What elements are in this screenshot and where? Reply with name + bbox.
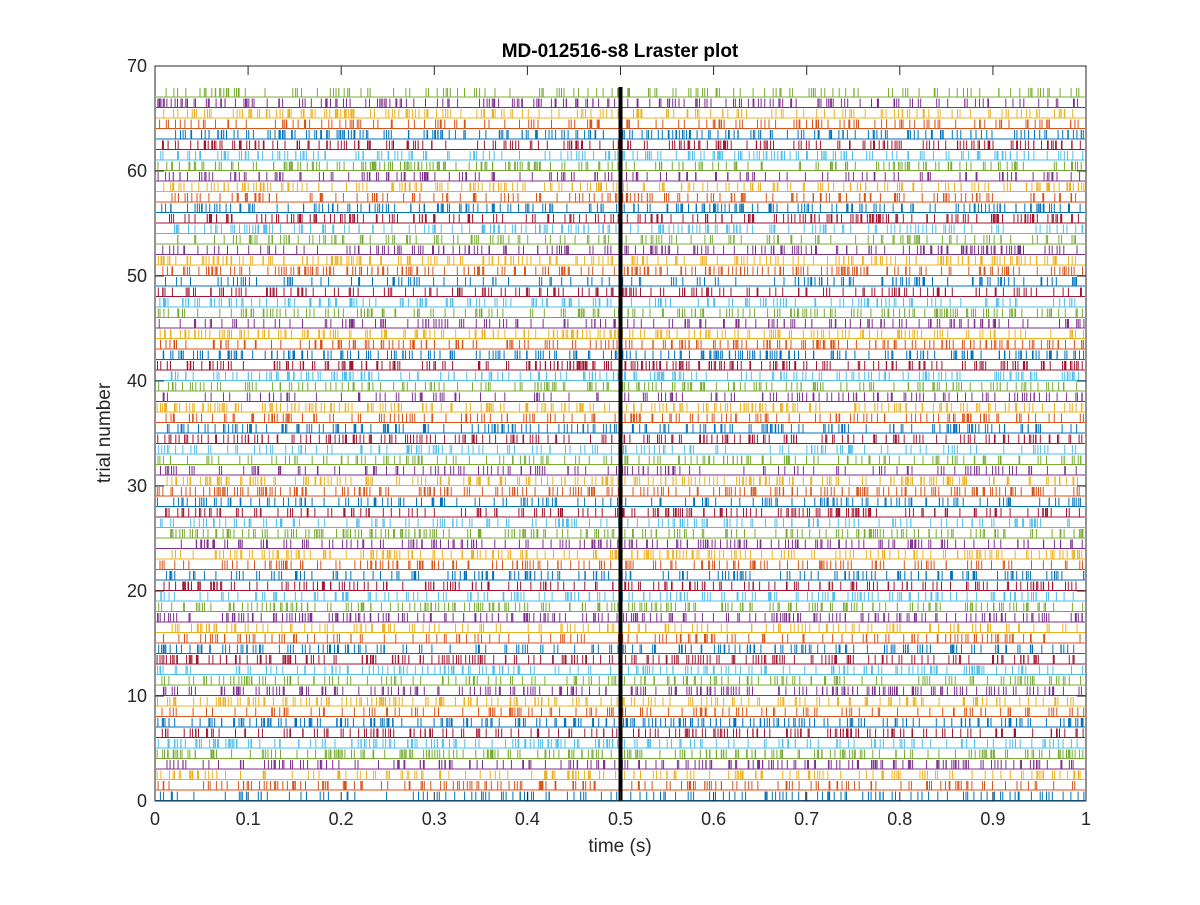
spike-ticks [162,266,1083,276]
spike-ticks [171,623,1078,633]
x-tick-label: 0.3 [422,809,447,829]
spike-ticks [157,665,1083,675]
spike-ticks [162,245,1078,255]
y-tick-label: 30 [127,476,147,496]
spike-ticks [169,214,1079,224]
spike-ticks [162,686,1082,696]
spike-ticks [159,560,1083,570]
y-tick-label: 60 [127,161,147,181]
spike-ticks [159,791,1085,801]
spike-ticks [165,508,1080,518]
x-tick-label: 0.4 [515,809,540,829]
spike-ticks [159,119,1079,129]
spike-ticks [158,445,1077,455]
trial-row [156,413,1085,423]
spike-ticks [158,319,1085,329]
spike-ticks [165,88,1080,98]
spike-ticks [156,770,1081,780]
spike-ticks [157,361,1083,371]
spike-ticks [159,329,1084,339]
spike-ticks [160,592,1074,602]
spike-ticks [165,277,1077,287]
y-tick-label: 70 [127,56,147,76]
spike-ticks [180,539,1083,549]
spike-ticks [157,161,1082,171]
spike-ticks [171,550,1083,560]
spike-ticks [165,413,1084,423]
x-tick-label: 0.6 [701,809,726,829]
spike-ticks [161,676,1082,686]
spike-ticks [162,634,1081,644]
x-tick-label: 0.5 [608,809,633,829]
spike-ticks [157,739,1078,749]
y-tick-label: 40 [127,371,147,391]
y-tick-label: 20 [127,581,147,601]
spike-ticks [166,760,1074,770]
spike-ticks [166,424,1078,434]
spike-ticks [171,193,1077,203]
spike-ticks [166,476,1079,486]
x-tick-label: 0.9 [980,809,1005,829]
spike-ticks [159,298,1076,308]
spike-ticks [157,697,1074,707]
spike-ticks [157,434,1083,444]
spike-ticks [158,644,1075,654]
spike-ticks [161,707,1085,717]
spike-ticks [163,581,1077,591]
spike-ticks [160,151,1084,161]
spike-ticks [156,497,1081,507]
y-tick-label: 10 [127,686,147,706]
spike-ticks [161,728,1084,738]
x-tick-label: 0.8 [887,809,912,829]
chart-title: MD-012516-s8 Lraster plot [502,41,739,62]
spike-ticks [163,182,1085,192]
spike-ticks [174,224,1084,234]
x-tick-label: 0.7 [794,809,819,829]
spike-ticks [156,487,1080,497]
x-tick-label: 1 [1081,809,1091,829]
spike-ticks [157,98,1079,108]
x-tick-label: 0.1 [236,809,261,829]
spike-ticks [160,466,1077,476]
spike-ticks [156,403,1083,413]
spike-ticks [162,350,1085,360]
y-tick-label: 0 [137,791,147,811]
y-tick-label: 50 [127,266,147,286]
spike-ticks [158,602,1084,612]
spike-ticks [165,571,1085,581]
spike-ticks [163,109,1074,119]
ticks-layer: 0 0.1 0.2 0.3 0.4 0.5 0.6 0.7 0.8 0.9 101020304050… [127,56,1091,829]
x-tick-label: 0.2 [329,809,354,829]
spike-ticks [156,655,1075,665]
spike-ticks [157,172,1081,182]
spike-ticks [170,371,1080,381]
spike-ticks [157,781,1076,791]
x-axis-title: time (s) [588,836,651,857]
spike-ticks [177,235,1076,245]
trial-row [156,623,1085,633]
x-tick-label: 0 [150,809,160,829]
spike-ticks [157,308,1083,318]
spike-ticks [170,529,1084,539]
spike-ticks [156,749,1084,759]
spike-ticks [157,287,1082,297]
spike-ticks [157,613,1083,623]
spike-ticks [162,140,1081,150]
spike-ticks [162,392,1083,402]
spike-ticks [160,340,1084,350]
trial-row [156,392,1085,402]
spike-ticks [158,382,1078,392]
spike-ticks [160,518,1070,528]
spike-ticks [157,256,1077,266]
y-axis-title: trial number [94,382,115,483]
spike-ticks [157,718,1084,728]
